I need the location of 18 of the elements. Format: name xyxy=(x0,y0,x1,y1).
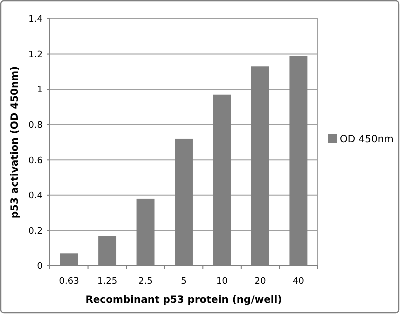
y-tick-label: 0.8 xyxy=(28,121,44,132)
x-tick-label: 1.25 xyxy=(98,277,118,287)
y-tick-label: 1.2 xyxy=(28,50,43,60)
x-tick-label: 2.5 xyxy=(138,277,153,287)
x-tick-label: 0.63 xyxy=(59,277,80,287)
y-tick-label: 1.4 xyxy=(28,15,44,26)
y-tick-label: 0 xyxy=(37,262,44,272)
x-axis-title: Recombinant p53 protein (ng/well) xyxy=(86,295,282,306)
y-axis-title: p53 activation (OD 450nm) xyxy=(10,66,21,219)
y-tick-label: 0.6 xyxy=(28,156,44,166)
legend-label: OD 450nm xyxy=(340,134,394,146)
x-tick-label: 5 xyxy=(181,277,187,287)
y-tick-label: 0.2 xyxy=(28,226,43,237)
y-tick-label: 1 xyxy=(37,86,43,96)
x-tick-label: 20 xyxy=(254,277,266,287)
x-tick-label: 10 xyxy=(216,277,228,287)
y-tick-label: 0.4 xyxy=(28,192,44,202)
x-tick-label: 40 xyxy=(292,277,305,287)
